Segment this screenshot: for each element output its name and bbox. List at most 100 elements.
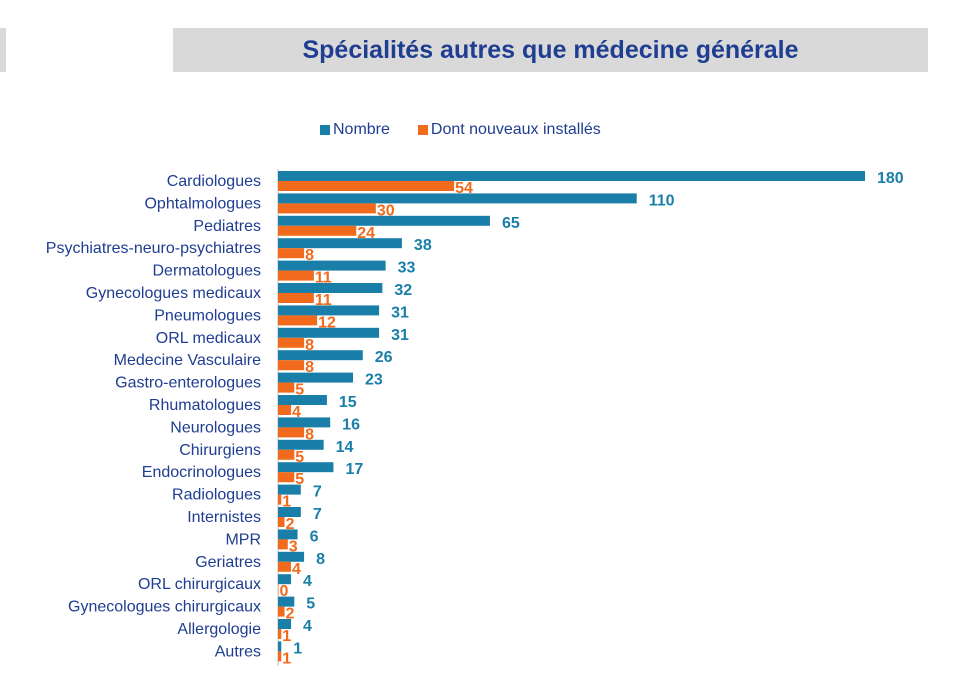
category-label: Medecine Vasculaire xyxy=(114,352,261,369)
data-label-nombre: 8 xyxy=(316,551,325,568)
category-label: Geriatres xyxy=(195,554,261,571)
data-label-nouveaux: 2 xyxy=(286,606,295,623)
data-label-nouveaux: 4 xyxy=(292,404,301,421)
bar-nouveaux xyxy=(278,584,279,595)
bar-nouveaux xyxy=(278,494,282,505)
data-label-nombre: 1 xyxy=(293,640,302,657)
bar-nombre xyxy=(278,350,363,361)
title-side-block xyxy=(0,28,6,72)
data-label-nombre: 14 xyxy=(336,439,354,456)
category-label: Internistes xyxy=(187,509,261,526)
category-label: ORL chirurgicaux xyxy=(138,576,261,593)
bar-nouveaux xyxy=(278,225,357,236)
category-label: Pneumologues xyxy=(154,307,261,324)
bar-nombre xyxy=(278,260,386,271)
category-label: Endocrinologues xyxy=(142,464,261,481)
chart-title: Spécialités autres que médecine générale xyxy=(302,35,799,64)
data-label-nouveaux: 5 xyxy=(295,471,304,488)
bar-nombre xyxy=(278,372,354,383)
data-label-nouveaux: 30 xyxy=(377,202,395,219)
category-label: Gynecologues medicaux xyxy=(86,285,261,302)
legend-item-nombre: Nombre xyxy=(320,121,390,139)
data-label-nouveaux: 1 xyxy=(282,628,291,645)
data-label-nouveaux: 11 xyxy=(315,292,332,309)
bar-nombre xyxy=(278,305,380,316)
legend-swatch-nouveaux xyxy=(417,125,428,135)
category-label: Pediatres xyxy=(193,218,261,235)
legend-swatch-nombre xyxy=(320,125,330,135)
bar-nouveaux xyxy=(278,427,305,438)
data-label-nouveaux: 2 xyxy=(286,516,295,533)
category-label: Cardiologues xyxy=(167,173,261,190)
bar-nombre xyxy=(278,462,334,473)
data-label-nombre: 16 xyxy=(342,416,360,433)
data-label-nouveaux: 54 xyxy=(455,180,473,197)
bar-nouveaux xyxy=(278,472,295,483)
category-label: Rhumatologues xyxy=(149,397,261,414)
bar-nombre xyxy=(278,238,402,249)
category-label: Gastro-enterologues xyxy=(115,375,261,392)
bar-nouveaux xyxy=(278,293,314,303)
bar-nouveaux xyxy=(278,382,295,393)
category-label: Gynecologues chirurgicaux xyxy=(68,599,261,616)
bar-nouveaux xyxy=(278,248,305,259)
data-label-nombre: 65 xyxy=(502,215,520,232)
bar-nombre xyxy=(278,484,301,495)
data-label-nombre: 17 xyxy=(345,461,363,478)
data-label-nouveaux: 8 xyxy=(305,337,314,354)
bar-nombre xyxy=(278,417,331,428)
data-label-nouveaux: 5 xyxy=(295,382,304,399)
data-label-nombre: 31 xyxy=(391,304,409,321)
bar-nombre xyxy=(278,641,282,652)
bar-nouveaux xyxy=(278,606,285,617)
bar-nouveaux xyxy=(278,629,282,639)
data-label-nombre: 7 xyxy=(313,506,322,523)
bar-nombre xyxy=(278,507,301,517)
data-label-nouveaux: 4 xyxy=(292,561,301,578)
category-label: Chirurgiens xyxy=(179,442,261,459)
category-label: Allergologie xyxy=(177,621,261,638)
bar-nombre xyxy=(278,596,295,607)
data-label-nombre: 15 xyxy=(339,394,357,411)
data-label-nombre: 33 xyxy=(398,260,416,277)
data-label-nouveaux: 12 xyxy=(318,314,336,331)
data-label-nouveaux: 8 xyxy=(305,426,314,443)
data-label-nouveaux: 24 xyxy=(357,225,375,242)
data-label-nouveaux: 11 xyxy=(315,270,332,287)
bar-nouveaux xyxy=(278,405,292,415)
category-label: ORL medicaux xyxy=(156,330,261,347)
bar-nombre xyxy=(278,395,327,405)
legend: Nombre Dont nouveaux installés xyxy=(320,121,629,139)
category-label: Ophtalmologues xyxy=(144,195,261,212)
bar-nouveaux xyxy=(278,539,288,550)
data-label-nouveaux: 8 xyxy=(305,247,314,264)
data-label-nouveaux: 3 xyxy=(289,538,298,555)
category-label: Psychiatres-neuro-psychiatres xyxy=(46,240,261,257)
bar-nombre xyxy=(278,327,380,338)
bar-nouveaux xyxy=(278,561,292,572)
title-bar: Spécialités autres que médecine générale xyxy=(173,28,928,72)
data-label-nouveaux: 5 xyxy=(295,449,304,466)
category-label: Radiologues xyxy=(172,487,261,504)
data-label-nombre: 23 xyxy=(365,372,383,389)
bar-nombre xyxy=(278,283,383,293)
category-label: Autres xyxy=(215,643,261,660)
data-label-nombre: 31 xyxy=(391,327,409,344)
bar-nombre xyxy=(278,439,324,450)
data-label-nombre: 4 xyxy=(303,573,312,590)
bar-nombre xyxy=(278,574,292,585)
category-label: Dermatologues xyxy=(153,263,262,280)
data-label-nombre: 26 xyxy=(375,349,393,366)
category-label: MPR xyxy=(225,531,261,548)
bar-nombre xyxy=(278,215,490,226)
bar-nombre xyxy=(278,529,298,540)
data-label-nombre: 180 xyxy=(877,170,904,187)
category-label: Neurologues xyxy=(170,419,261,436)
bar-nouveaux xyxy=(278,651,282,662)
bar-nouveaux xyxy=(278,517,285,527)
bar-nouveaux xyxy=(278,181,455,191)
bar-nombre xyxy=(278,193,637,204)
data-label-nouveaux: 1 xyxy=(282,650,291,667)
data-label-nombre: 38 xyxy=(414,237,432,254)
